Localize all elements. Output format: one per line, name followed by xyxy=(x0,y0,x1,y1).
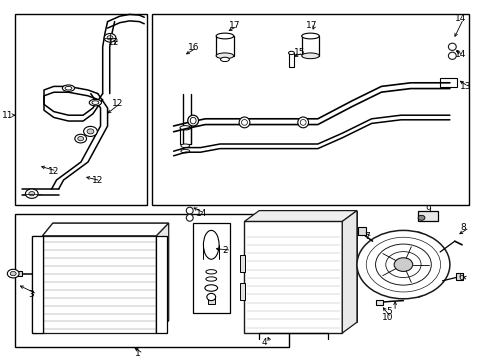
Polygon shape xyxy=(244,221,342,333)
Ellipse shape xyxy=(216,33,233,39)
Text: 10: 10 xyxy=(382,313,393,322)
Ellipse shape xyxy=(190,117,196,124)
Text: 17: 17 xyxy=(305,21,317,30)
Text: 4: 4 xyxy=(261,338,267,347)
Ellipse shape xyxy=(241,120,247,125)
Text: 14: 14 xyxy=(454,14,465,23)
Circle shape xyxy=(10,271,16,276)
Ellipse shape xyxy=(203,230,219,259)
Ellipse shape xyxy=(62,85,74,91)
Bar xyxy=(288,53,294,67)
Ellipse shape xyxy=(181,144,189,148)
Bar xyxy=(417,211,437,221)
Text: 17: 17 xyxy=(228,21,240,30)
Polygon shape xyxy=(156,223,168,333)
Text: 3: 3 xyxy=(28,289,34,299)
Bar xyxy=(216,36,233,56)
Text: 14: 14 xyxy=(195,209,206,217)
Circle shape xyxy=(356,230,449,299)
Circle shape xyxy=(385,252,420,278)
Bar xyxy=(375,300,383,305)
Bar xyxy=(16,271,22,276)
Bar xyxy=(207,296,214,304)
Ellipse shape xyxy=(65,86,72,90)
Bar xyxy=(32,236,42,333)
Circle shape xyxy=(366,237,440,292)
Ellipse shape xyxy=(180,126,190,130)
Bar xyxy=(301,36,319,56)
Bar xyxy=(151,14,468,205)
Polygon shape xyxy=(244,211,356,221)
Ellipse shape xyxy=(301,33,319,39)
Polygon shape xyxy=(259,211,356,322)
Circle shape xyxy=(75,134,86,143)
Text: 1: 1 xyxy=(134,349,140,358)
Text: 14: 14 xyxy=(454,50,465,59)
Ellipse shape xyxy=(447,52,455,59)
Circle shape xyxy=(29,192,35,196)
Text: 12: 12 xyxy=(48,166,59,175)
Bar xyxy=(32,236,42,333)
Ellipse shape xyxy=(204,285,217,291)
Circle shape xyxy=(375,244,430,285)
Text: 12: 12 xyxy=(107,38,119,47)
Bar xyxy=(180,128,190,144)
Ellipse shape xyxy=(403,232,432,297)
Text: 2: 2 xyxy=(222,246,228,255)
Bar xyxy=(15,214,288,347)
Text: 5: 5 xyxy=(386,307,391,316)
Ellipse shape xyxy=(187,115,198,126)
Circle shape xyxy=(25,189,38,198)
Ellipse shape xyxy=(447,43,455,50)
Bar xyxy=(455,273,462,280)
Polygon shape xyxy=(342,211,356,333)
Bar xyxy=(193,223,229,313)
Polygon shape xyxy=(42,223,168,236)
Polygon shape xyxy=(42,236,156,333)
Text: 12: 12 xyxy=(111,99,122,108)
Text: 6: 6 xyxy=(458,274,464,282)
Ellipse shape xyxy=(300,120,305,125)
Ellipse shape xyxy=(288,51,294,55)
Text: 16: 16 xyxy=(188,43,200,52)
Circle shape xyxy=(107,36,113,40)
Ellipse shape xyxy=(205,270,216,274)
Ellipse shape xyxy=(92,101,99,104)
Bar xyxy=(156,236,167,333)
Ellipse shape xyxy=(301,53,319,59)
Text: 9: 9 xyxy=(425,205,430,214)
Text: 7: 7 xyxy=(363,232,369,241)
Ellipse shape xyxy=(216,53,233,59)
Ellipse shape xyxy=(205,277,216,281)
Ellipse shape xyxy=(186,214,193,221)
Circle shape xyxy=(7,269,19,278)
Text: 12: 12 xyxy=(92,176,103,185)
Circle shape xyxy=(417,215,424,220)
Text: 15: 15 xyxy=(294,49,305,57)
Ellipse shape xyxy=(220,57,229,62)
Ellipse shape xyxy=(239,117,249,128)
Bar xyxy=(239,283,245,300)
Ellipse shape xyxy=(297,117,308,128)
Circle shape xyxy=(83,126,97,136)
Circle shape xyxy=(393,258,412,271)
Circle shape xyxy=(87,129,94,134)
Text: 13: 13 xyxy=(459,82,470,91)
Ellipse shape xyxy=(89,99,102,106)
Bar xyxy=(239,255,245,271)
Text: 8: 8 xyxy=(460,223,466,232)
Ellipse shape xyxy=(206,293,215,301)
Ellipse shape xyxy=(186,207,193,214)
Bar xyxy=(15,14,146,205)
Bar xyxy=(357,227,365,235)
Bar xyxy=(439,78,456,87)
Ellipse shape xyxy=(181,149,189,153)
Polygon shape xyxy=(42,320,168,333)
Text: 11: 11 xyxy=(2,111,14,120)
Circle shape xyxy=(78,136,83,141)
Circle shape xyxy=(104,33,116,42)
Polygon shape xyxy=(42,223,168,236)
